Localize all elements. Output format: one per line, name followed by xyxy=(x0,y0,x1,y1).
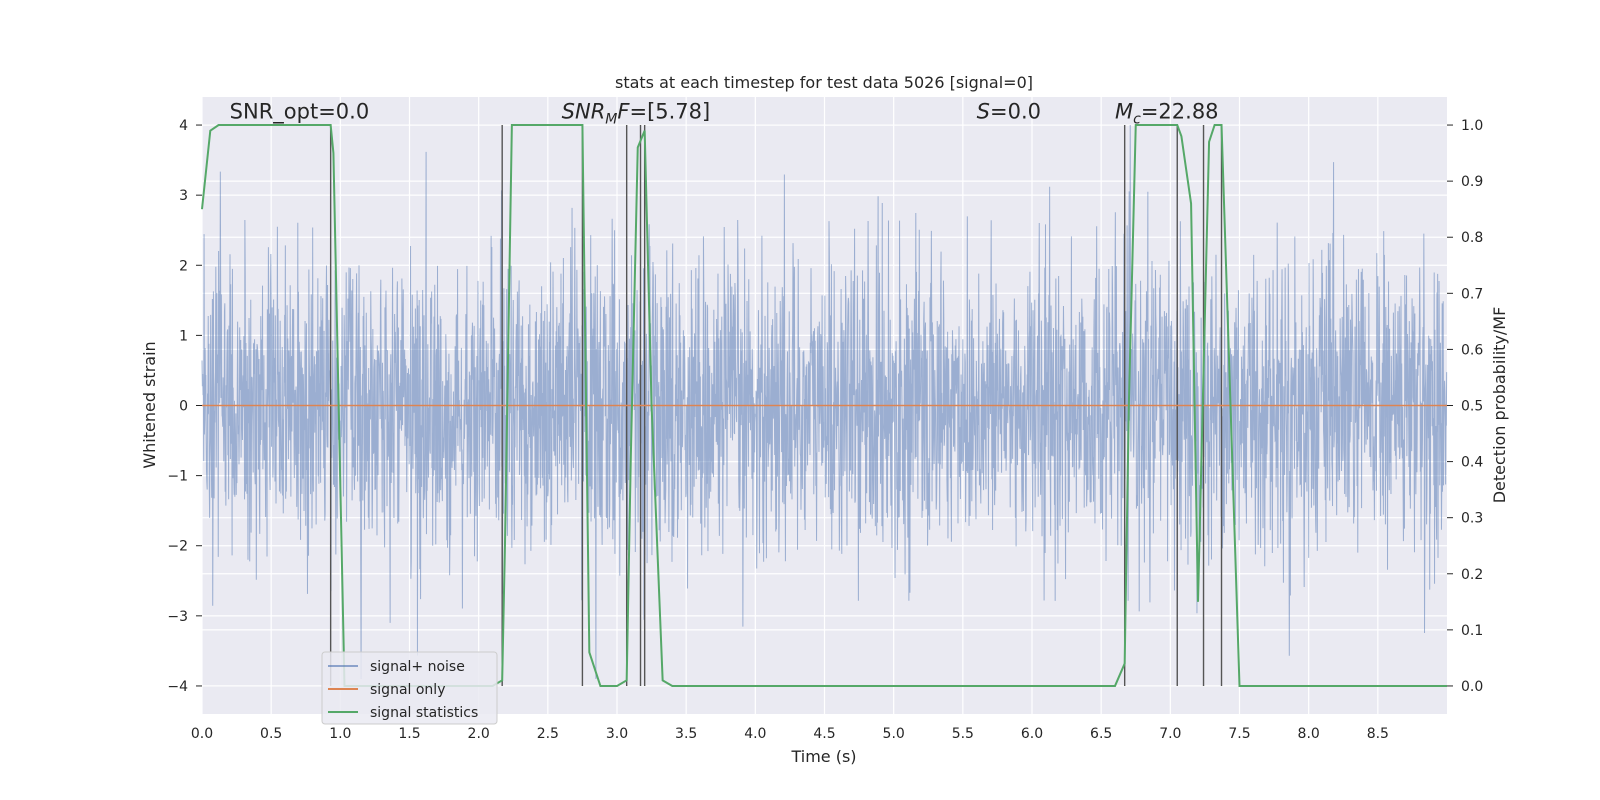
y-axis-right-label: Detection probability/MF xyxy=(1490,307,1509,504)
x-tick-label: 8.0 xyxy=(1298,726,1320,742)
x-tick-label: 1.5 xyxy=(398,726,420,742)
annotation-text: SNR_opt=0.0 xyxy=(230,100,370,125)
x-tick-label: 0.5 xyxy=(260,726,282,742)
y-tick-label: 0 xyxy=(179,399,188,415)
y-right-tick-label: 0.6 xyxy=(1461,342,1483,358)
x-tick-label: 8.5 xyxy=(1367,726,1389,742)
annotation-text: S=0.0 xyxy=(977,100,1041,124)
y-tick-label: −4 xyxy=(167,679,188,695)
legend-label: signal only xyxy=(370,682,445,698)
y-tick-label: 4 xyxy=(179,118,188,134)
y-right-tick-label: 0.2 xyxy=(1461,567,1483,583)
y-tick-label: −3 xyxy=(167,609,188,625)
y-right-tick-label: 0.4 xyxy=(1461,455,1483,471)
y-tick-label: −2 xyxy=(167,539,188,555)
y-tick-label: −1 xyxy=(167,469,188,485)
x-tick-label: 7.0 xyxy=(1159,726,1181,742)
x-axis-label: Time (s) xyxy=(790,747,856,766)
x-tick-label: 2.0 xyxy=(468,726,490,742)
x-tick-label: 6.0 xyxy=(1021,726,1043,742)
x-tick-label: 3.0 xyxy=(606,726,628,742)
y-right-tick-label: 0.7 xyxy=(1461,286,1483,302)
ticks: 0.0 0.5 1.0 1.5 2.0 2.5 3.0 3.5 4.0 4.5 5.0 5.5 6.0 6… xyxy=(167,118,1483,742)
signal-noise-series xyxy=(201,125,1448,679)
signal-noise-line xyxy=(201,125,1448,679)
y-tick-label: 1 xyxy=(179,328,188,344)
x-tick-label: 3.5 xyxy=(675,726,697,742)
y-tick-label: 2 xyxy=(179,258,188,274)
y-right-tick-label: 0.9 xyxy=(1461,174,1483,190)
annotation-text: Mc=22.88 xyxy=(1115,100,1219,128)
legend-box xyxy=(321,651,498,725)
x-tick-label: 4.5 xyxy=(813,726,835,742)
annotation-text: SNRMF=[5.78] xyxy=(562,100,711,128)
x-tick-label: 6.5 xyxy=(1090,726,1112,742)
legend: signal+ noise signal only signal statistic… xyxy=(321,651,498,725)
y-right-tick-label: 0.0 xyxy=(1461,679,1483,695)
x-tick-label: 5.0 xyxy=(883,726,905,742)
x-tick-label: 7.5 xyxy=(1228,726,1250,742)
chart-title: stats at each timestep for test data 502… xyxy=(615,73,1033,92)
annotations: SNR_opt=0.0 SNRMF=[5.78] S=0.0 Mc=22.88 xyxy=(230,100,1219,128)
legend-label: signal+ noise xyxy=(370,659,465,675)
x-tick-label: 0.0 xyxy=(191,726,213,742)
x-tick-label: 4.0 xyxy=(744,726,766,742)
x-tick-label: 1.0 xyxy=(329,726,351,742)
y-right-tick-label: 1.0 xyxy=(1461,118,1483,134)
legend-label: signal statistics xyxy=(370,705,478,721)
y-right-tick-label: 0.5 xyxy=(1461,399,1483,415)
x-tick-label: 5.5 xyxy=(952,726,974,742)
y-right-tick-label: 0.8 xyxy=(1461,230,1483,246)
y-tick-label: 3 xyxy=(179,188,188,204)
y-axis-label: Whitened strain xyxy=(140,341,159,468)
y-right-tick-label: 0.1 xyxy=(1461,623,1483,639)
y-right-tick-label: 0.3 xyxy=(1461,511,1483,527)
x-tick-label: 2.5 xyxy=(537,726,559,742)
